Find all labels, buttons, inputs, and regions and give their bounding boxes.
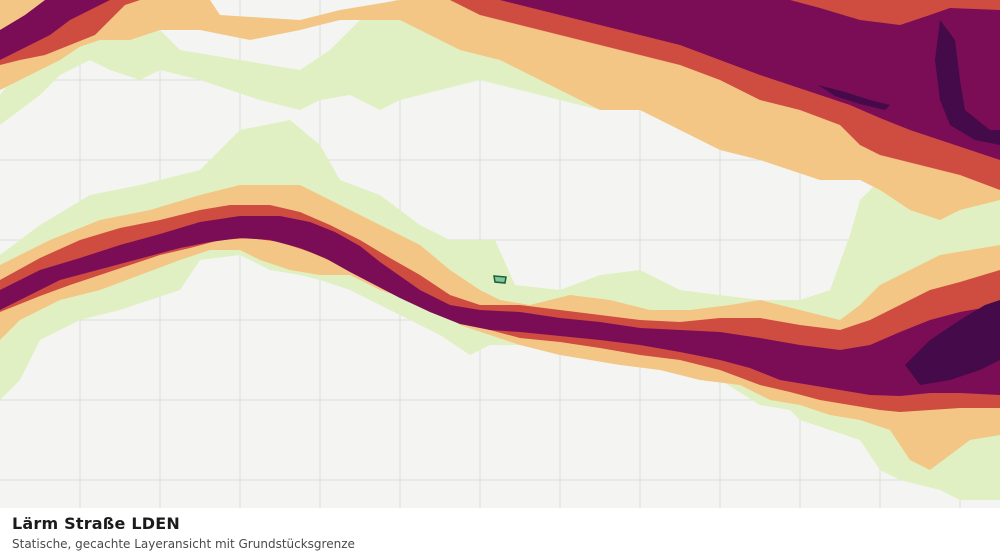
map-caption: Lärm Straße LDEN Statische, gecachte Lay… xyxy=(0,508,1000,560)
noise-zone-class-4 xyxy=(0,0,1000,396)
layer-subtitle: Statische, gecachte Layeransicht mit Gru… xyxy=(12,537,355,551)
parcel-boundary xyxy=(493,275,507,284)
layer-title: Lärm Straße LDEN xyxy=(12,514,180,533)
noise-map[interactable] xyxy=(0,0,1000,508)
noise-zone-class-5 xyxy=(818,20,1000,385)
noise-map-canvas xyxy=(0,0,1000,508)
